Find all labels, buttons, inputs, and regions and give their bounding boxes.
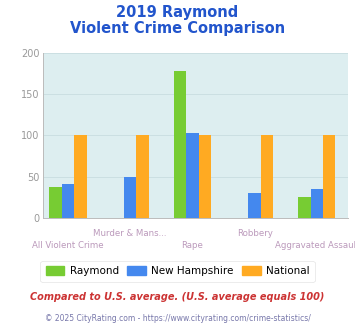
Bar — [248, 193, 261, 218]
Bar — [298, 197, 311, 218]
Bar — [199, 135, 211, 218]
Text: Violent Crime Comparison: Violent Crime Comparison — [70, 21, 285, 36]
Text: Robbery: Robbery — [237, 229, 273, 238]
Text: Aggravated Assault: Aggravated Assault — [275, 241, 355, 250]
Text: Murder & Mans...: Murder & Mans... — [93, 229, 167, 238]
Bar — [124, 177, 136, 218]
Bar — [49, 187, 62, 218]
Text: © 2025 CityRating.com - https://www.cityrating.com/crime-statistics/: © 2025 CityRating.com - https://www.city… — [45, 314, 310, 323]
Bar — [311, 189, 323, 218]
Text: All Violent Crime: All Violent Crime — [32, 241, 104, 250]
Legend: Raymond, New Hampshire, National: Raymond, New Hampshire, National — [40, 261, 315, 281]
Bar — [261, 135, 273, 218]
Bar — [136, 135, 149, 218]
Bar — [74, 135, 87, 218]
Text: Compared to U.S. average. (U.S. average equals 100): Compared to U.S. average. (U.S. average … — [30, 292, 325, 302]
Text: Rape: Rape — [181, 241, 203, 250]
Bar — [186, 133, 199, 218]
Bar — [174, 71, 186, 218]
Bar — [323, 135, 335, 218]
Bar — [62, 184, 74, 218]
Text: 2019 Raymond: 2019 Raymond — [116, 5, 239, 20]
